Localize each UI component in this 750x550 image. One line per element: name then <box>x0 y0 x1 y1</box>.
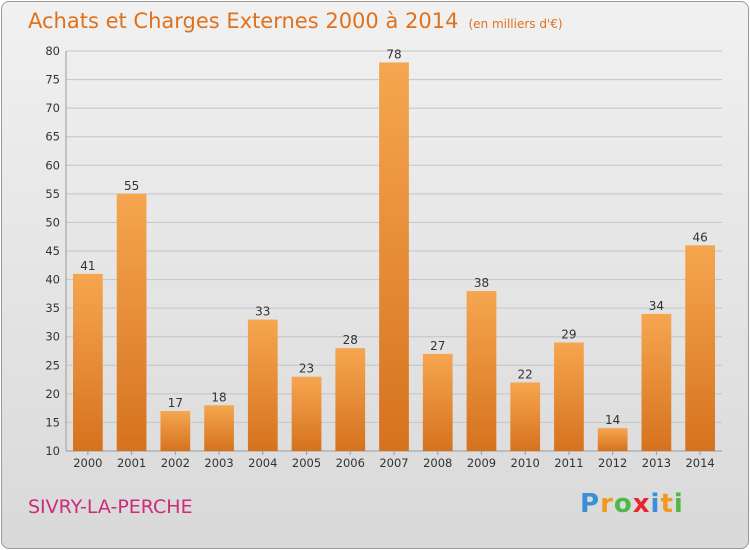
logo-letter: P <box>580 489 601 519</box>
x-tick-label: 2014 <box>685 456 714 470</box>
y-tick-label: 25 <box>45 358 60 372</box>
bar <box>247 319 278 451</box>
bar <box>204 405 234 451</box>
logo-letter: t <box>660 489 674 519</box>
x-tick-label: 2008 <box>423 456 452 470</box>
commune-name: SIVRY-LA-PERCHE <box>28 496 193 518</box>
value-labels: 41 55 17 18 33 23 28 78 27 38 22 29 14 34 46 <box>80 47 708 427</box>
x-tick-label: 2006 <box>336 456 365 470</box>
value-label: 34 <box>649 299 664 313</box>
proxiti-logo: Proxiti <box>580 489 684 519</box>
value-label: 27 <box>430 339 445 353</box>
bar <box>160 411 191 451</box>
value-label: 78 <box>386 47 401 61</box>
x-tick-label: 2009 <box>467 456 496 470</box>
y-tick-label: 15 <box>45 415 60 429</box>
x-tick-label: 2002 <box>161 456 190 470</box>
value-label: 18 <box>211 390 226 404</box>
x-tick-label: 2000 <box>73 456 102 470</box>
x-tick-label: 2012 <box>598 456 627 470</box>
value-label: 55 <box>124 179 139 193</box>
x-tick-label: 2013 <box>642 456 671 470</box>
y-tick-label: 45 <box>45 244 60 258</box>
y-tick-label: 20 <box>45 387 60 401</box>
y-tick-label: 30 <box>45 330 60 344</box>
bar <box>685 245 716 451</box>
value-label: 23 <box>299 362 314 376</box>
bar <box>116 193 147 451</box>
bar <box>335 348 366 451</box>
y-tick-label: 10 <box>45 444 60 458</box>
x-tick-label: 2004 <box>248 456 277 470</box>
value-label: 46 <box>692 230 707 244</box>
value-label: 17 <box>168 396 183 410</box>
x-tick-label: 2005 <box>292 456 321 470</box>
x-tick-label: 2003 <box>204 456 233 470</box>
logo-letter: x <box>632 489 651 519</box>
value-label: 22 <box>518 367 533 381</box>
x-tick-label: 2010 <box>511 456 540 470</box>
value-label: 33 <box>255 305 270 319</box>
bar <box>291 376 322 451</box>
y-tick-label: 40 <box>45 273 60 287</box>
x-axis-ticks: 2000 2001 2002 2003 2004 2005 2006 2007 2008 2009… <box>73 451 715 470</box>
bar <box>422 353 453 451</box>
bar <box>72 273 103 451</box>
x-tick-label: 2011 <box>554 456 583 470</box>
bar <box>379 62 409 452</box>
value-label: 41 <box>80 259 95 273</box>
y-tick-label: 50 <box>45 215 60 229</box>
bar <box>641 313 672 451</box>
logo-letter: i <box>650 489 661 519</box>
value-label: 28 <box>343 333 358 347</box>
y-tick-label: 35 <box>45 301 60 315</box>
value-label: 38 <box>474 276 489 290</box>
bar <box>466 291 497 451</box>
bars <box>72 62 716 452</box>
y-tick-label: 55 <box>45 187 60 201</box>
bar <box>597 428 628 451</box>
y-tick-label: 60 <box>45 158 60 172</box>
y-tick-label: 75 <box>45 73 60 87</box>
bar <box>510 382 541 451</box>
x-tick-label: 2007 <box>379 456 408 470</box>
chart-title-text: Achats et Charges Externes 2000 à 2014 <box>28 9 459 33</box>
bar <box>554 342 584 451</box>
logo-letter: i <box>673 489 684 519</box>
chart-subtitle: (en milliers d'€) <box>468 17 563 31</box>
logo-letter: o <box>613 489 633 519</box>
chart-title: Achats et Charges Externes 2000 à 2014 (e… <box>28 9 563 33</box>
value-label: 14 <box>605 413 620 427</box>
y-tick-label: 70 <box>45 101 60 115</box>
y-tick-label: 65 <box>45 130 60 144</box>
y-axis-ticks: 10 15 20 25 30 35 40 45 50 55 60 65 70 75 80 <box>45 44 60 458</box>
x-tick-label: 2001 <box>117 456 146 470</box>
logo-letter: r <box>600 489 614 519</box>
value-label: 29 <box>561 327 576 341</box>
y-tick-label: 80 <box>45 44 60 58</box>
